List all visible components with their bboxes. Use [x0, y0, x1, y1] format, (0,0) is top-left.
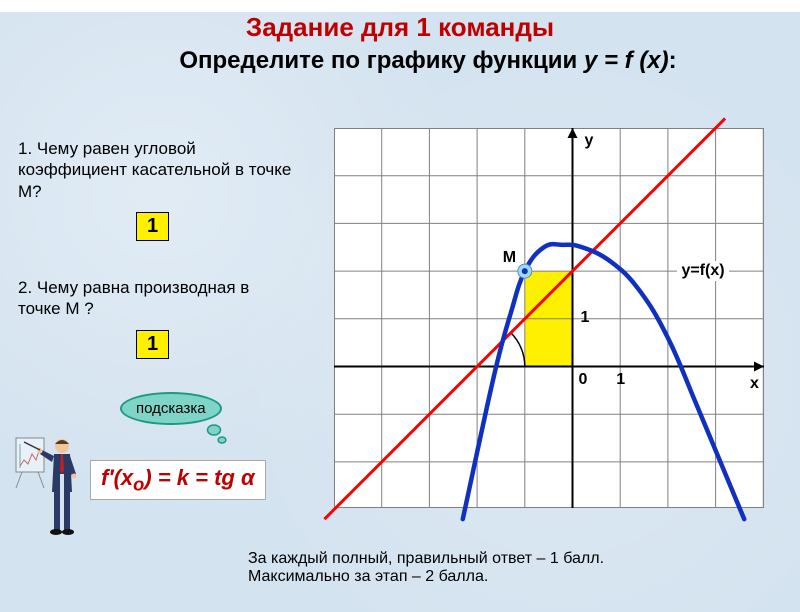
teacher-figure	[14, 430, 84, 540]
formula-box: f′(xo) = k = tg α	[90, 460, 266, 500]
chart-svg	[334, 128, 764, 508]
tick-one-y: 1	[581, 309, 590, 327]
footer-text: За каждый полный, правильный ответ – 1 б…	[248, 550, 604, 586]
formula-text: f′(xo) = k = tg α	[101, 465, 255, 490]
subtitle-text: Определите по графику функции y = f (x):	[179, 47, 676, 74]
question-1: 1. Чему равен угловой коэффициент касате…	[18, 138, 308, 202]
y-axis-label: y	[585, 132, 594, 150]
question-2: 2. Чему равна производная в точке М ?	[18, 277, 288, 320]
answer-2-box: 1	[136, 330, 169, 359]
chart-area: y x 0 1 1 М y=f(x)	[334, 128, 764, 508]
tick-one-x: 1	[616, 371, 625, 389]
page-subtitle: Определите по графику функции y = f (x):	[56, 47, 800, 75]
curve-label: y=f(x)	[677, 261, 728, 281]
footer-line-2: Максимально за этап – 2 балла.	[248, 568, 604, 586]
page-title: Задание для 1 команды	[0, 12, 800, 43]
hint-tail-icon	[200, 412, 240, 452]
footer-line-1: За каждый полный, правильный ответ – 1 б…	[248, 550, 604, 568]
answer-1-box: 1	[136, 212, 169, 241]
point-m-label: М	[503, 249, 516, 267]
x-axis-label: x	[750, 375, 759, 393]
tick-zero: 0	[579, 371, 588, 389]
